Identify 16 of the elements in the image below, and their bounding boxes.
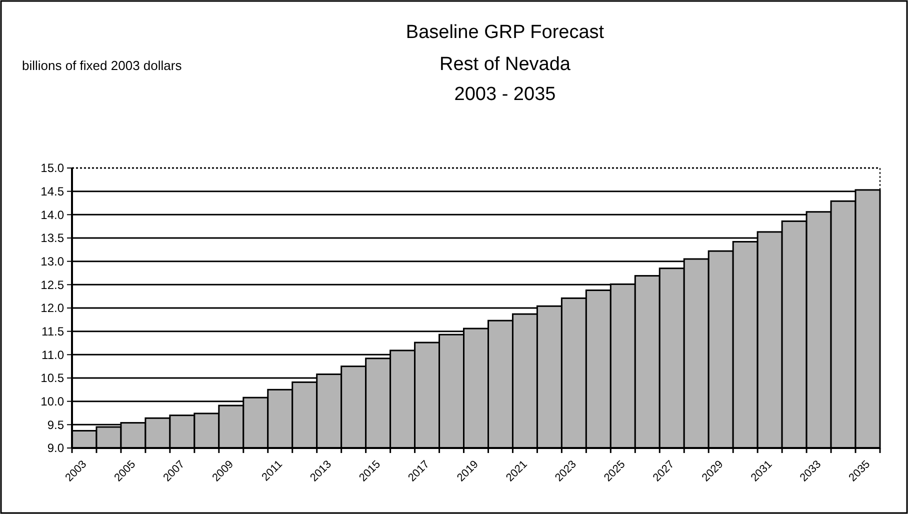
- y-tick-label: 13.5: [40, 231, 64, 246]
- chart-title: Baseline GRP Forecast: [406, 22, 605, 43]
- y-tick-label: 9.5: [47, 418, 64, 432]
- y-tick-label: 9.0: [47, 441, 64, 456]
- y-tick-label: 12.0: [40, 301, 64, 316]
- text: billions of fixed 2003 dollars: [22, 58, 182, 73]
- y-tick-label: 10.5: [40, 371, 64, 386]
- y-tick-label: 14.5: [40, 184, 64, 199]
- y-tick-label: 11.0: [42, 348, 64, 362]
- y-tick-label: 15.0: [40, 161, 64, 176]
- y-tick-label: 12.5: [40, 278, 64, 292]
- y-tick-label: 14.0: [40, 208, 64, 222]
- y-tick-label: 11.5: [42, 324, 64, 339]
- y-tick-label: 10.0: [40, 394, 64, 409]
- y-tick-label: 13.0: [40, 254, 64, 269]
- chart-subtitle: Rest of Nevada 2003 - 2035: [440, 54, 571, 105]
